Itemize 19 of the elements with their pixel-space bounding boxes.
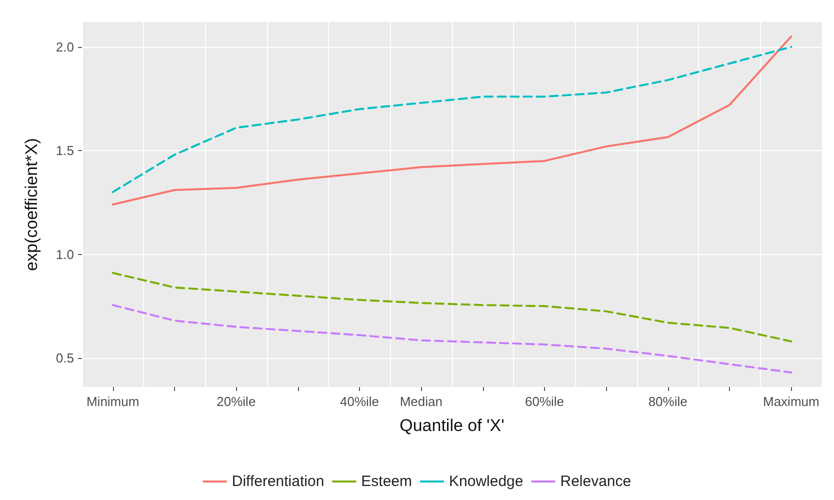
x-tick-label: 40%ile [340, 394, 380, 409]
legend-label: Knowledge [449, 473, 524, 490]
x-tick-label: Median [400, 394, 442, 409]
x-tick-label: Minimum [86, 394, 140, 409]
x-tick-label: 80%ile [648, 394, 688, 409]
legend-label: Relevance [560, 473, 632, 490]
y-tick-label: 1.5 [56, 143, 74, 158]
line-series [112, 304, 792, 374]
y-tick-label: 1.0 [56, 246, 74, 262]
x-tick-label: 20%ile [216, 394, 256, 409]
line-series [112, 272, 792, 342]
legend-label: Esteem [361, 473, 412, 490]
y-tick-label: 2.0 [56, 39, 74, 54]
x-tick-label: Maximum [762, 394, 820, 409]
x-tick-label: 60%ile [524, 394, 564, 409]
legend-label: Differentiation [232, 473, 324, 490]
y-tick-label: 0.5 [56, 350, 74, 366]
x-axis-title: Quantile of 'X' [400, 416, 504, 435]
y-axis-title: exp(coefficient*X) [22, 138, 41, 271]
